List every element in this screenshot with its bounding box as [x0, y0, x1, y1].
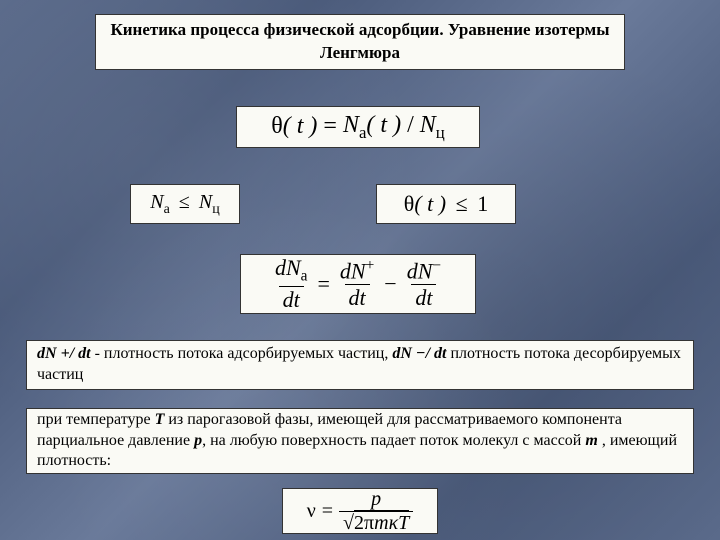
desc1-content: dN +/ dt - плотность потока адсорбируемы…	[37, 344, 683, 386]
eq3-term3: dN− dt	[403, 257, 445, 311]
eq1-theta: θ( t )	[271, 113, 317, 140]
eq1-row: θ( t ) = Na( t ) / Nц	[271, 112, 445, 143]
eq2-row: θ( t ) ≤ 1	[404, 191, 488, 217]
eq3-equals: =	[317, 271, 329, 297]
constraint-row: Nа ≤ Nц	[150, 191, 219, 218]
description-flux: dN +/ dt - плотность потока адсорбируемы…	[26, 340, 694, 390]
eq4-frac: p √2πmκT	[339, 488, 413, 535]
eq3-term2: dN+ dt	[336, 257, 378, 311]
constraint-na-le-nc: Nа ≤ Nц	[130, 184, 240, 224]
eq4-row: ν = p √2πmκT	[307, 488, 414, 535]
equation-rate: dNa dt = dN+ dt − dN− dt	[240, 254, 476, 314]
desc2-content: при температуре T из парогазовой фазы, и…	[37, 410, 683, 472]
slide-title: Кинетика процесса физической адсорбции. …	[95, 14, 625, 70]
eq3-minus: −	[384, 271, 396, 297]
eq3-row: dNa dt = dN+ dt − dN− dt	[271, 255, 445, 312]
eq4-nu: ν	[307, 500, 316, 523]
description-temperature: при температуре T из парогазовой фазы, и…	[26, 408, 694, 474]
title-text: Кинетика процесса физической адсорбции. …	[106, 19, 614, 65]
eq1-rhs: Na( t ) / Nц	[343, 112, 445, 143]
equation-theta-bound: θ( t ) ≤ 1	[376, 184, 516, 224]
equation-nu: ν = p √2πmκT	[282, 488, 438, 534]
equation-theta-definition: θ( t ) = Na( t ) / Nц	[236, 106, 480, 148]
eq4-equals: =	[322, 500, 333, 523]
eq3-term1: dNa dt	[271, 255, 312, 312]
eq1-equals: =	[323, 113, 337, 140]
